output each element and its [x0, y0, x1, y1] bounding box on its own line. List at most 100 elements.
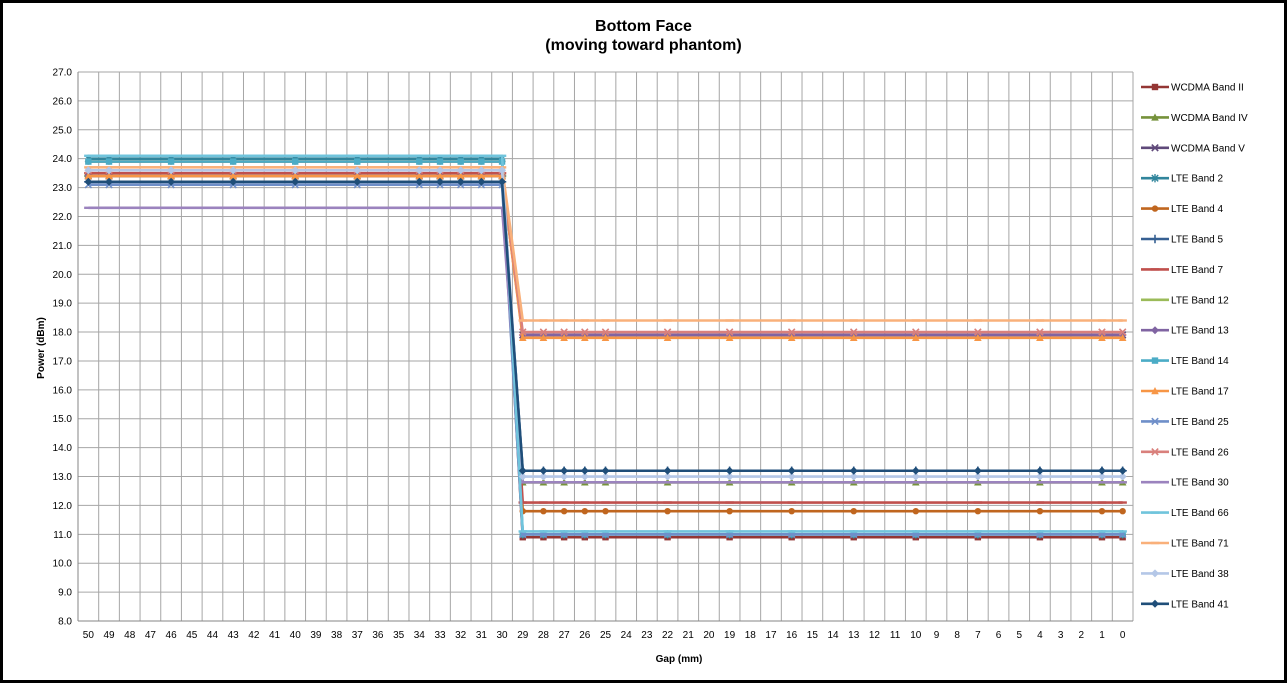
data-point	[105, 158, 113, 165]
legend-entry: LTE Band 17	[1141, 387, 1229, 398]
chart-subtitle: (moving toward phantom)	[545, 37, 742, 54]
data-point	[104, 206, 114, 210]
data-point	[601, 501, 610, 504]
data-point	[911, 501, 920, 504]
series-lte-band-41	[84, 177, 1127, 475]
data-point	[353, 166, 362, 175]
data-point	[1119, 508, 1126, 515]
data-point	[663, 333, 672, 342]
data-point	[581, 328, 589, 336]
data-point	[539, 319, 548, 322]
data-point	[580, 501, 590, 504]
data-point	[601, 481, 610, 484]
data-point	[518, 530, 527, 533]
x-tick-label: 20	[703, 630, 715, 641]
data-point	[1118, 319, 1127, 322]
data-point	[725, 501, 734, 504]
legend-marker	[1150, 268, 1160, 271]
legend-entry: LTE Band 25	[1141, 417, 1229, 428]
data-point	[477, 154, 486, 157]
legend-marker	[1151, 326, 1159, 335]
data-point	[602, 508, 609, 515]
data-point	[580, 481, 590, 484]
series-lte-band-30	[84, 206, 1127, 484]
data-point	[787, 501, 796, 504]
data-point	[104, 154, 114, 157]
data-point	[601, 530, 610, 533]
data-point	[725, 319, 734, 322]
data-point	[911, 481, 920, 484]
legend: WCDMA Band II WCDMA Band IV WCDMA Band V LT…	[1141, 83, 1248, 610]
data-point	[497, 206, 507, 210]
data-point	[849, 501, 858, 504]
data-point	[477, 177, 486, 186]
legend-label: LTE Band 4	[1171, 204, 1224, 215]
x-tick-label: 14	[827, 630, 839, 641]
legend-label: LTE Band 30	[1171, 478, 1229, 489]
data-point	[849, 472, 858, 481]
x-tick-label: 25	[600, 630, 612, 641]
y-tick-label: 12.0	[53, 501, 73, 512]
legend-label: LTE Band 17	[1171, 387, 1229, 398]
data-point	[477, 166, 486, 175]
legend-label: WCDMA Band IV	[1171, 113, 1248, 124]
legend-entry: WCDMA Band IV	[1141, 113, 1248, 124]
data-point	[1097, 501, 1107, 504]
data-point	[167, 166, 176, 175]
data-point	[353, 206, 362, 210]
x-tick-label: 35	[393, 630, 405, 641]
data-point	[1097, 481, 1107, 484]
data-point	[849, 333, 858, 342]
y-tick-label: 26.0	[53, 96, 73, 107]
data-point	[539, 328, 548, 336]
x-tick-label: 23	[641, 630, 653, 641]
data-point	[105, 177, 114, 186]
data-point	[974, 508, 982, 515]
data-point	[1097, 472, 1106, 481]
x-tick-label: 19	[724, 630, 736, 641]
data-point	[518, 472, 527, 481]
legend-label: LTE Band 7	[1171, 265, 1224, 276]
data-point	[84, 166, 93, 175]
x-tick-label: 27	[559, 630, 571, 641]
data-point	[435, 206, 445, 210]
data-point	[498, 166, 507, 175]
series-layer	[84, 154, 1127, 541]
x-tick-label: 21	[683, 630, 695, 641]
legend-label: LTE Band 41	[1171, 599, 1229, 610]
data-point	[601, 328, 610, 336]
legend-label: LTE Band 5	[1171, 235, 1224, 246]
data-point	[663, 466, 672, 475]
y-axis-label: Power (dBm)	[36, 317, 47, 379]
x-tick-label: 30	[497, 630, 509, 641]
y-tick-label: 23.0	[53, 183, 73, 194]
data-point	[1118, 530, 1127, 533]
data-point	[477, 206, 486, 210]
x-tick-label: 22	[662, 630, 674, 641]
y-tick-label: 27.0	[53, 68, 73, 79]
data-point	[663, 501, 672, 504]
x-axis-label: Gap (mm)	[656, 654, 703, 665]
data-point	[166, 206, 176, 210]
data-point	[539, 333, 548, 342]
data-point	[415, 166, 424, 175]
legend-marker	[1151, 569, 1159, 578]
x-tick-label: 0	[1120, 630, 1126, 641]
x-tick-label: 40	[290, 630, 302, 641]
data-point	[1035, 481, 1045, 484]
y-tick-label: 8.0	[58, 617, 72, 628]
x-tick-label: 4	[1037, 630, 1043, 641]
data-point	[292, 158, 299, 165]
data-point	[456, 206, 465, 210]
data-point	[1118, 328, 1127, 336]
series-lte-band-17	[84, 172, 1127, 342]
legend-label: LTE Band 26	[1171, 447, 1229, 458]
data-point	[849, 328, 858, 336]
x-tick-label: 39	[310, 630, 322, 641]
data-point	[580, 319, 590, 322]
data-point	[354, 158, 361, 165]
data-point	[787, 530, 796, 533]
data-point	[850, 508, 857, 515]
data-point	[539, 501, 548, 504]
